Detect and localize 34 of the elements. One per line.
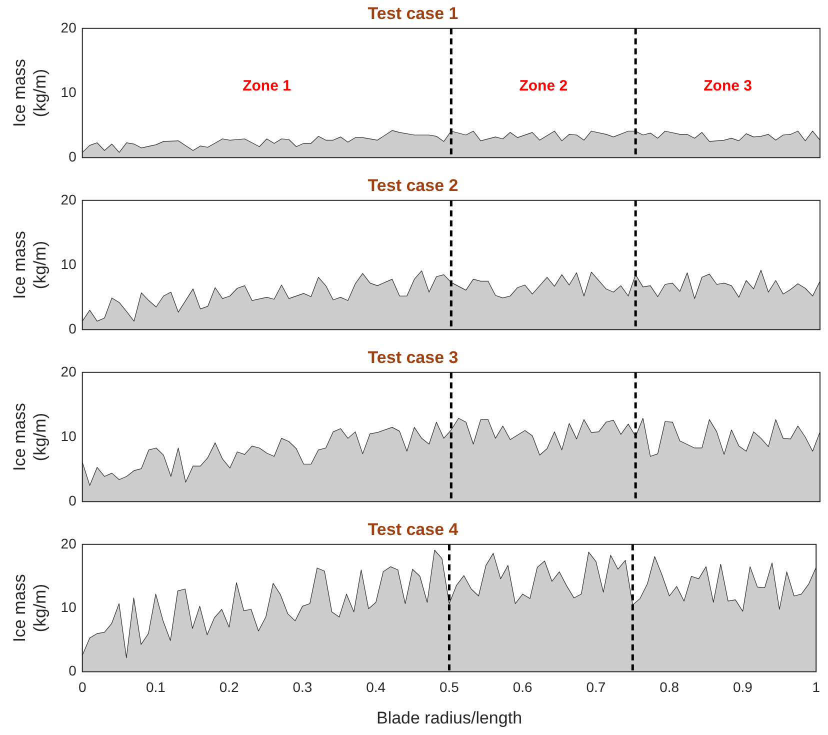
y-tick-label: 10 <box>60 598 77 615</box>
x-tick-label: 0.5 <box>440 679 460 696</box>
y-tick-label: 20 <box>60 19 77 36</box>
x-tick-label: 0.8 <box>660 679 680 696</box>
y-tick-label: 20 <box>60 191 77 208</box>
x-tick-label: 0.7 <box>586 679 606 696</box>
y-tick-label: 10 <box>60 256 77 272</box>
chart-title: Test case 4 <box>368 520 459 539</box>
y-tick-label: 20 <box>60 363 77 380</box>
y-axis-title: Ice mass (kg/m) <box>10 58 50 128</box>
y-tick-label: 10 <box>60 428 77 444</box>
x-tick-label: 0.2 <box>219 679 240 696</box>
y-tick-label: 0 <box>68 492 77 508</box>
y-axis-title: Ice mass (kg/m) <box>10 230 50 300</box>
x-tick-label: 0.9 <box>733 679 753 696</box>
annotation: Zone 3 <box>704 78 752 95</box>
x-tick-label: 1 <box>812 679 820 696</box>
annotation: Zone 1 <box>242 78 291 95</box>
x-tick-label: 0.3 <box>292 679 312 696</box>
y-tick-label: 0 <box>68 662 77 679</box>
y-tick-label: 20 <box>60 535 77 552</box>
y-tick-label: 0 <box>68 320 77 336</box>
y-axis-title: Ice mass (kg/m) <box>10 402 50 472</box>
y-tick-label: 10 <box>60 84 77 100</box>
chart-title: Test case 3 <box>368 348 458 367</box>
y-axis-title: Ice mass (kg/m) <box>10 574 50 642</box>
chart-title: Test case 1 <box>368 4 458 23</box>
chart-title: Test case 2 <box>368 176 458 195</box>
x-tick-label: 0.1 <box>146 679 166 696</box>
x-tick-label: 0.6 <box>512 679 533 696</box>
x-axis-title: Blade radius/length <box>376 708 522 728</box>
annotation: Zone 2 <box>519 78 568 95</box>
y-tick-label: 0 <box>68 148 77 164</box>
x-tick-label: 0.4 <box>366 679 386 696</box>
